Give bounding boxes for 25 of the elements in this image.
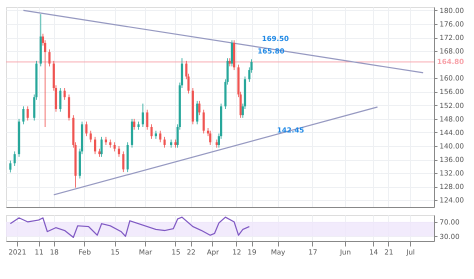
candlestick [59, 88, 62, 112]
candlestick [159, 130, 162, 143]
candlestick [22, 106, 24, 125]
candlestick [90, 130, 92, 143]
candlestick [14, 151, 16, 166]
candlestick [26, 106, 29, 121]
candlestick [209, 130, 212, 146]
candlestick [202, 109, 205, 134]
candlestick [48, 48, 51, 67]
candlestick [118, 146, 120, 158]
candlestick [130, 118, 134, 148]
candlestick [146, 109, 148, 130]
candlestick [122, 151, 124, 172]
candlestick [68, 94, 70, 121]
candlestick [133, 118, 136, 130]
candlestick [94, 136, 96, 155]
candlestick [164, 136, 166, 148]
candlestick [196, 100, 198, 125]
candlestick [64, 88, 66, 100]
line-series [10, 216, 250, 238]
candlestick [100, 136, 103, 158]
candlestick [142, 103, 144, 128]
candlestick [9, 160, 12, 173]
candlestick [198, 100, 200, 116]
candlestick [230, 40, 234, 67]
